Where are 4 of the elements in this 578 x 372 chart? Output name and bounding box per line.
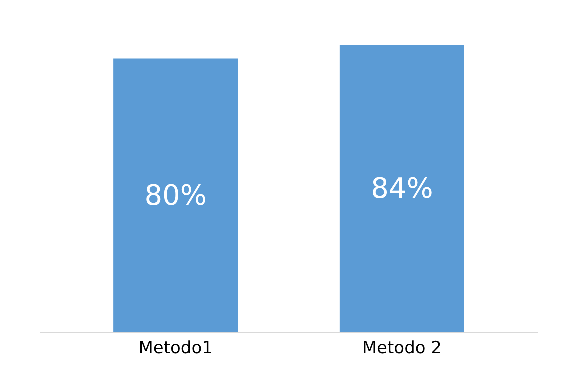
x-tick-label: Metodo1 <box>138 338 213 358</box>
data-label: 84% <box>371 172 434 206</box>
data-label: 80% <box>144 178 207 212</box>
x-tick-label: Metodo 2 <box>362 338 442 358</box>
